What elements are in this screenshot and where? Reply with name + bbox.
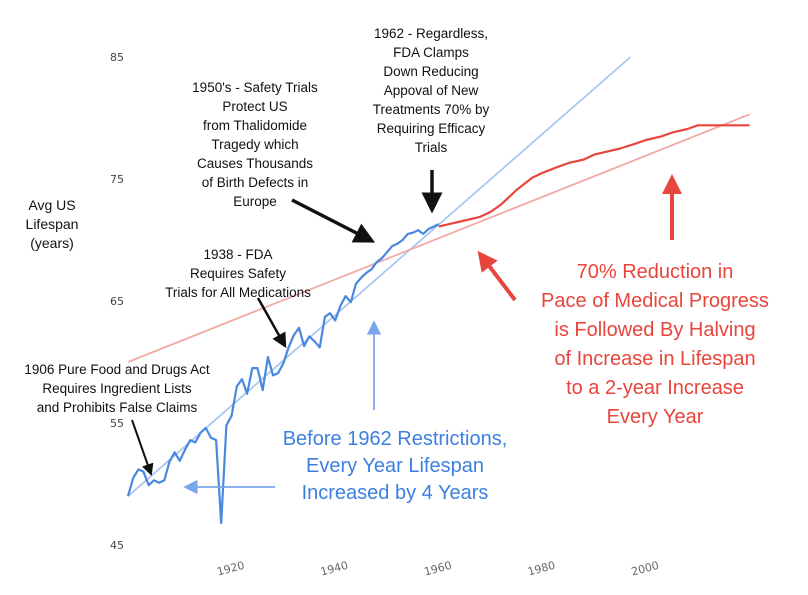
callout-line: Increased by 4 Years: [301, 482, 489, 504]
annotation-line: Requires Safety: [189, 266, 287, 281]
callout-line: Pace of Medical Progress: [541, 290, 769, 312]
x-axis-ticks: 1920 1940 1960 1980 2000: [215, 559, 660, 579]
y-tick-label: 65: [110, 295, 124, 308]
series-line-blue: [126, 223, 440, 525]
callout-line: Before 1962 Restrictions,: [282, 428, 508, 450]
annotation-line: 1938 - FDA: [203, 247, 273, 262]
trend-lines: [127, 56, 750, 497]
annotation-line: Protect US: [222, 99, 288, 114]
annotation-line: Europe: [233, 194, 277, 209]
y-axis-label-line: Lifespan: [25, 216, 79, 232]
annotation-line: FDA Clamps: [393, 45, 469, 60]
annotation-line: Causes Thousands: [196, 156, 314, 171]
callout-line: Every Year Lifespan: [306, 455, 484, 477]
y-axis-label-line: (years): [30, 235, 74, 251]
callout-line: of Increase in Lifespan: [554, 348, 756, 370]
annotation-line: 1906 Pure Food and Drugs Act: [24, 362, 210, 377]
trend-line-blue: [127, 56, 632, 497]
annotation-line: Appoval of New: [383, 83, 479, 98]
arrow-1906: [131, 419, 154, 476]
annotation-1962: 1962 - Regardless, FDA Clamps Down Reduc…: [356, 24, 506, 157]
y-tick-label: 45: [110, 539, 124, 552]
annotation-1950s: 1950's - Safety Trials Protect US from T…: [160, 78, 350, 211]
y-tick-label: 85: [110, 51, 124, 64]
annotation-line: of Birth Defects in: [201, 175, 309, 190]
annotation-line: Down Reducing: [383, 64, 479, 79]
y-tick-label: 55: [110, 417, 124, 430]
blue-callout: Before 1962 Restrictions, Every Year Lif…: [250, 426, 540, 507]
x-tick-label: 2000: [630, 559, 660, 579]
annotation-line: 1950's - Safety Trials: [192, 80, 318, 95]
arrow-red-diagonal: [477, 250, 517, 302]
arrow-1950s: [291, 198, 376, 243]
annotation-line: Tragedy which: [211, 137, 299, 152]
x-tick-label: 1980: [526, 559, 556, 579]
callout-line: is Followed By Halving: [554, 319, 756, 341]
callout-line: 70% Reduction in: [576, 261, 734, 283]
annotation-line: Requiring Efficacy: [376, 121, 486, 136]
y-tick-label: 75: [110, 173, 124, 186]
y-axis-ticks: 45 55 65 75 85: [110, 51, 124, 552]
data-series: [126, 124, 750, 525]
x-tick-label: 1920: [215, 559, 245, 579]
x-tick-label: 1940: [319, 559, 349, 579]
series-line-red: [438, 124, 750, 228]
annotation-line: from Thalidomide: [202, 118, 308, 133]
x-tick-label: 1960: [423, 559, 453, 579]
arrow-1938: [256, 297, 287, 349]
annotation-line: Trials: [414, 140, 448, 155]
y-axis-label-line: Avg US: [28, 197, 76, 213]
annotation-line: Requires Ingredient Lists: [42, 381, 192, 396]
annotation-line: Trials for All Medications: [165, 285, 311, 300]
callout-line: Every Year: [606, 406, 704, 428]
annotation-line: 1962 - Regardless,: [373, 26, 489, 41]
annotation-arrows: [131, 170, 682, 495]
annotation-1938: 1938 - FDA Requires Safety Trials for Al…: [158, 245, 318, 302]
annotation-line: Treatments 70% by: [372, 102, 490, 117]
annotation-1906: 1906 Pure Food and Drugs Act Requires In…: [4, 360, 230, 417]
y-axis-label: Avg US Lifespan (years): [14, 196, 90, 253]
red-callout: 70% Reduction in Pace of Medical Progres…: [512, 258, 798, 432]
callout-line: to a 2-year Increase: [566, 377, 744, 399]
trend-line-red: [127, 113, 750, 363]
annotation-line: and Prohibits False Claims: [36, 400, 198, 415]
